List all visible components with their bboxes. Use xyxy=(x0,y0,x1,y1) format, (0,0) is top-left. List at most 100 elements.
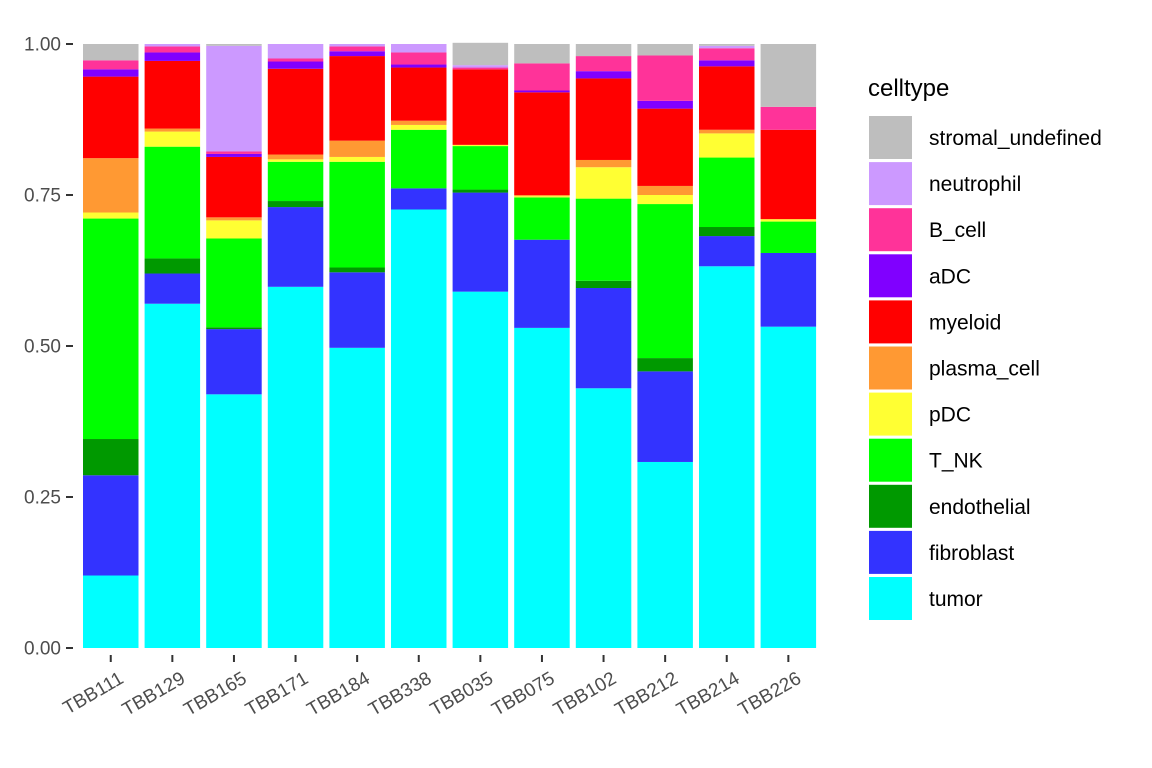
bar-segment-T-NK-tbb184 xyxy=(329,161,385,268)
bar-segment-myeloid-tbb165 xyxy=(206,156,262,218)
bar-segment-pDC-tbb212 xyxy=(637,195,693,205)
bar-segment-pDC-tbb338 xyxy=(391,124,447,130)
legend-swatch-neutrophil xyxy=(869,162,912,206)
legend-label-pDC: pDC xyxy=(929,404,971,427)
bar-segment-T-NK-tbb165 xyxy=(206,238,262,328)
bar-segment-B-cell-tbb214 xyxy=(699,48,755,61)
legend-label-aDC: aDC xyxy=(929,265,971,288)
x-tick-label: TBB035 xyxy=(427,668,497,721)
bar-segment-tumor-tbb035 xyxy=(452,291,509,648)
bar-segment-T-NK-tbb226 xyxy=(760,221,817,253)
legend-label-fibroblast: fibroblast xyxy=(929,542,1014,565)
legend-swatch-tumor xyxy=(869,577,912,620)
bar-segment-B-cell-tbb165 xyxy=(206,151,262,154)
bar-segment-pDC-tbb226 xyxy=(760,219,817,222)
bar-segment-B-cell-tbb212 xyxy=(637,55,693,101)
y-tick-label: 1.00 xyxy=(24,35,61,56)
x-tick-label: TBB338 xyxy=(365,668,435,721)
bar-segment-myeloid-tbb184 xyxy=(329,56,385,141)
x-tick-label: TBB102 xyxy=(550,668,620,721)
bar-segment-fibroblast-tbb184 xyxy=(329,272,385,348)
bar-segment-stromal-undefined-tbb214 xyxy=(699,44,755,46)
bar-segment-B-cell-tbb129 xyxy=(144,46,201,53)
bar-segment-B-cell-tbb338 xyxy=(391,52,447,65)
bar-segment-pDC-tbb129 xyxy=(144,131,201,147)
bar-segment-pDC-tbb075 xyxy=(514,196,570,198)
bar-segment-T-NK-tbb102 xyxy=(575,198,632,281)
bar-segment-T-NK-tbb338 xyxy=(391,129,447,189)
y-tick-label: 0.50 xyxy=(24,337,61,358)
legend-label-B-cell: B_cell xyxy=(929,219,986,242)
bar-segment-tumor-tbb226 xyxy=(760,326,817,648)
legend-label-endothelial: endothelial xyxy=(929,496,1031,519)
bar-segment-endothelial-tbb171 xyxy=(267,201,324,208)
legend-label-tumor: tumor xyxy=(929,588,983,611)
bar-segment-fibroblast-tbb111 xyxy=(83,475,139,576)
bar-segment-aDC-tbb102 xyxy=(575,71,632,79)
bar-segment-pDC-tbb102 xyxy=(575,167,632,199)
bar-segment-plasma-cell-tbb165 xyxy=(206,217,262,221)
legend-swatch-T-NK xyxy=(869,438,912,482)
bar-segment-stromal-undefined-tbb035 xyxy=(452,42,509,66)
bar-segment-tumor-tbb338 xyxy=(391,209,447,648)
bar-segment-neutrophil-tbb171 xyxy=(267,44,324,59)
bar-segment-B-cell-tbb102 xyxy=(575,56,632,72)
bar-segment-B-cell-tbb226 xyxy=(760,106,817,130)
bar-segment-myeloid-tbb035 xyxy=(452,69,509,145)
bar-segment-T-NK-tbb129 xyxy=(144,146,201,259)
bar-segment-myeloid-tbb129 xyxy=(144,60,201,129)
bar-segment-pDC-tbb035 xyxy=(452,144,509,147)
bar-segment-myeloid-tbb212 xyxy=(637,108,693,186)
bar-segment-tumor-tbb075 xyxy=(514,327,570,648)
y-tick-label: 0.25 xyxy=(24,488,61,509)
x-tick-label: TBB129 xyxy=(119,668,189,721)
bar-segment-stromal-undefined-tbb165 xyxy=(206,44,262,46)
legend: celltype stromal_undefined neutrophil B_ce… xyxy=(868,75,1102,620)
legend-title: celltype xyxy=(868,75,949,102)
x-tick-label: TBB075 xyxy=(488,668,558,721)
bar-segment-aDC-tbb338 xyxy=(391,64,447,68)
legend-swatch-pDC xyxy=(869,392,912,436)
bar-segment-plasma-cell-tbb212 xyxy=(637,185,693,195)
bar-segment-tumor-tbb102 xyxy=(575,388,632,648)
bar-segment-myeloid-tbb214 xyxy=(699,66,755,130)
legend-label-plasma-cell: plasma_cell xyxy=(929,358,1040,381)
x-tick-label: TBB226 xyxy=(735,668,805,721)
x-tick-label: TBB171 xyxy=(242,668,312,721)
bar-segment-endothelial-tbb035 xyxy=(452,189,509,193)
bar-segment-aDC-tbb214 xyxy=(699,60,755,67)
legend-swatch-fibroblast xyxy=(869,530,912,574)
bar-segment-aDC-tbb165 xyxy=(206,153,262,157)
bar-segment-fibroblast-tbb214 xyxy=(699,236,755,267)
bar-segment-myeloid-tbb338 xyxy=(391,67,447,121)
bar-segment-neutrophil-tbb035 xyxy=(452,65,509,68)
bar-segment-tumor-tbb165 xyxy=(206,394,262,648)
legend-label-T-NK: T_NK xyxy=(929,450,983,473)
bar-segment-fibroblast-tbb102 xyxy=(575,288,632,389)
bar-segment-stromal-undefined-tbb102 xyxy=(575,44,632,57)
bar-segment-T-NK-tbb214 xyxy=(699,157,755,228)
bar-segment-B-cell-tbb035 xyxy=(452,67,509,70)
bar-segment-T-NK-tbb035 xyxy=(452,146,509,190)
bar-segment-fibroblast-tbb129 xyxy=(144,273,201,304)
legend-swatch-endothelial xyxy=(869,484,912,528)
y-tick-label: 0.00 xyxy=(24,639,61,660)
bar-segment-myeloid-tbb102 xyxy=(575,78,632,160)
legend-swatch-stromal-undefined xyxy=(869,116,912,159)
bar-segment-stromal-undefined-tbb075 xyxy=(514,44,570,64)
x-tick-label: TBB165 xyxy=(180,668,250,721)
bar-segment-B-cell-tbb171 xyxy=(267,58,324,62)
bar-segment-plasma-cell-tbb075 xyxy=(514,195,570,197)
bar-segment-myeloid-tbb075 xyxy=(514,92,570,195)
bar-segment-tumor-tbb129 xyxy=(144,303,201,648)
legend-swatch-B-cell xyxy=(869,208,912,252)
bar-segment-neutrophil-tbb338 xyxy=(391,44,447,53)
bar-segment-aDC-tbb075 xyxy=(514,90,570,93)
bar-segment-stromal-undefined-tbb226 xyxy=(760,44,817,107)
legend-swatch-aDC xyxy=(869,254,912,298)
bar-segment-myeloid-tbb111 xyxy=(83,76,139,159)
x-tick-label: TBB111 xyxy=(60,668,128,719)
bar-segment-aDC-tbb184 xyxy=(329,51,385,57)
bar-segment-T-NK-tbb212 xyxy=(637,204,693,359)
